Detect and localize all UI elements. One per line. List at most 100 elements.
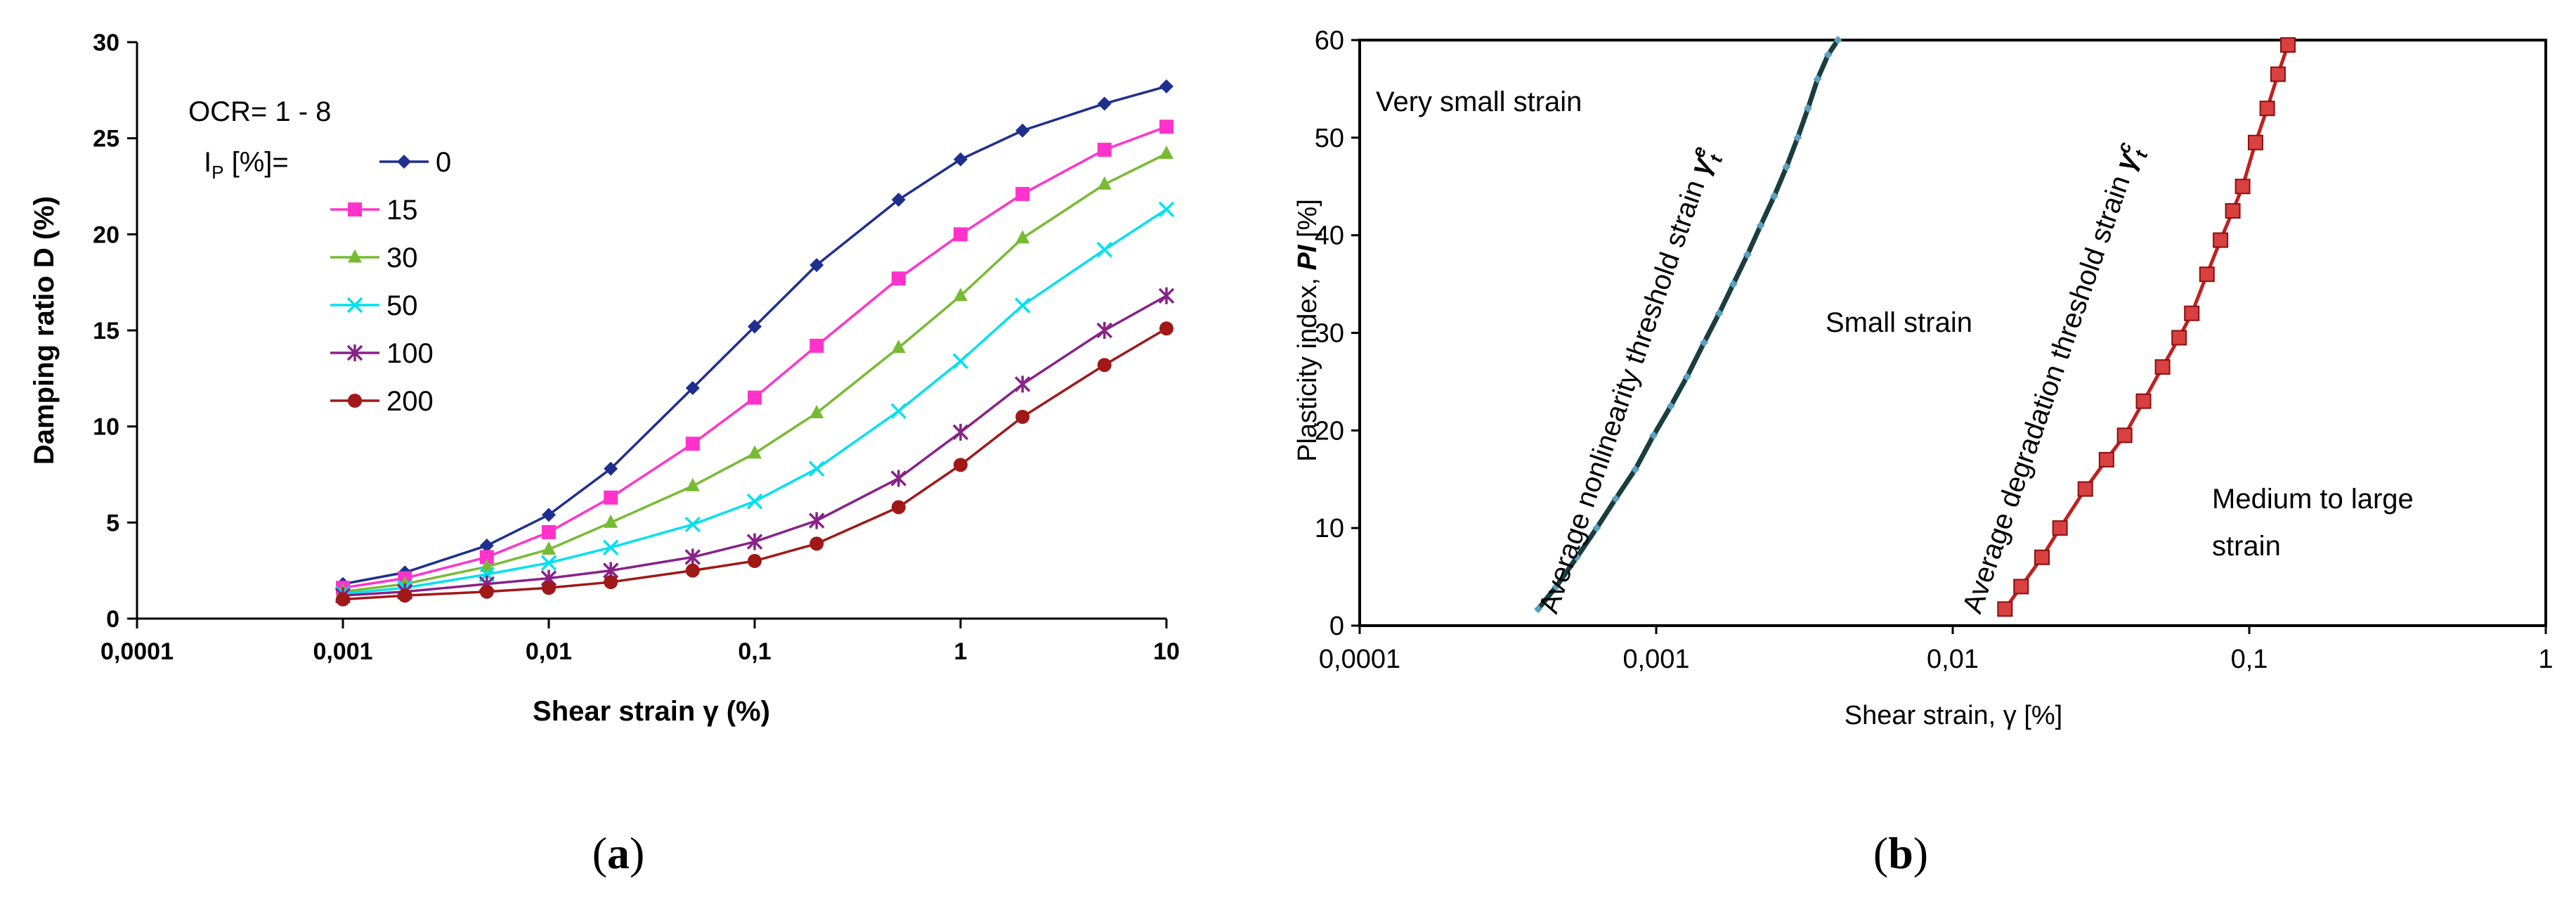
chart-a-point	[685, 381, 700, 395]
chart-b-annotation-medium-1: Medium to large	[2212, 484, 2414, 515]
chart-a-point	[748, 319, 762, 334]
chart-b-point	[1769, 192, 1778, 201]
chart-a-legend-ip: IP [%]=	[204, 147, 289, 183]
chart-a-point	[1158, 201, 1175, 218]
chart-b-y-ticks: 0 10 20 30 40 50 60	[1315, 26, 1360, 641]
chart-a-y-tick-label: 20	[93, 221, 119, 248]
chart-b-point	[1682, 372, 1691, 381]
chart-a-legend-items: 0 15 30 50 100 200	[330, 147, 451, 417]
chart-b-x-tick-label: 0,001	[1622, 645, 1689, 674]
caption-b-letter: b	[1888, 828, 1913, 878]
chart-b-point	[1631, 465, 1640, 474]
chart-a-legend-ip-letter: I	[204, 147, 212, 178]
chart-a-point	[684, 548, 701, 566]
chart-a-point	[542, 541, 556, 555]
chart-b-series	[1534, 36, 2296, 617]
chart-b-y-tick-label: 20	[1315, 416, 1344, 446]
chart-a-point	[1159, 120, 1173, 134]
chart-a-point	[952, 353, 969, 369]
chart-a-legend-ocr: OCR= 1 - 8	[188, 96, 331, 127]
chart-a-legend-ip-sub: P	[212, 162, 223, 183]
chart-b-point	[1649, 431, 1658, 440]
chart-b-point	[2034, 549, 2050, 565]
chart-b-series-line	[2003, 44, 2290, 610]
chart-a-y-tick-label: 25	[93, 126, 119, 153]
chart-a-point	[542, 525, 556, 539]
chart-a-point	[1097, 358, 1112, 373]
chart-b-y-label-part3: [%]	[1293, 199, 1322, 245]
chart-b-annotation-nonlinearity: Average nonlinearity threshold strain γe…	[1531, 143, 1728, 619]
chart-b-point	[1729, 280, 1738, 289]
chart-b-y-label-part1: Plasticity index,	[1293, 270, 1322, 461]
chart-b-point	[2116, 427, 2133, 444]
chart-b-y-label-pi: PI	[1293, 244, 1322, 270]
chart-b-point	[1666, 401, 1675, 411]
chart-b-point	[1743, 250, 1752, 259]
chart-a-legend-item: 30	[330, 243, 418, 273]
chart-a-point	[954, 152, 968, 167]
chart-a-legend-ip-rest: [%]=	[223, 147, 288, 178]
chart-a-legend-item: 0	[379, 147, 451, 178]
chart-a-point	[1159, 146, 1173, 160]
chart-a-point	[891, 340, 906, 354]
chart-b-y-tick-label: 0	[1329, 612, 1344, 641]
chart-a-legend-marker	[348, 249, 362, 263]
chart-a-point	[1158, 287, 1175, 304]
chart-a-point	[954, 288, 968, 302]
chart-a-legend-item: 200	[330, 386, 434, 417]
chart-a-point	[891, 500, 906, 515]
chart-a-x-ticks: 0,0001 0,001 0,01 0,1 1 10	[100, 619, 1180, 665]
chart-b-point	[2270, 66, 2286, 82]
chart-b-annotation-medium-2: strain	[2212, 531, 2281, 562]
chart-b-point	[2225, 202, 2241, 219]
chart-a-series-30	[336, 146, 1173, 598]
chart-a-point	[891, 193, 906, 207]
chart-a-series-line	[342, 152, 1167, 593]
chart-a-point	[748, 390, 762, 405]
chart-b-point	[2280, 37, 2296, 53]
chart-a-point	[1015, 186, 1030, 201]
chart-a-point	[685, 437, 700, 451]
chart-a-series-200	[336, 321, 1173, 607]
chart-b-point	[2013, 579, 2029, 595]
chart-b-point	[2235, 179, 2251, 195]
chart-a-point	[1014, 297, 1031, 314]
chart-a-point	[1015, 123, 1030, 138]
chart-b-point	[1997, 601, 2013, 617]
chart-b-x-tick-label: 0,0001	[1319, 645, 1400, 674]
chart-a-point	[1159, 321, 1173, 336]
chart-a-series-line	[342, 125, 1167, 589]
chart-b-point	[1813, 75, 1822, 84]
chart-a-series-0	[336, 79, 1173, 591]
caption-b: (b)	[1873, 828, 1928, 878]
chart-a-point	[809, 258, 824, 273]
chart-a-point	[1015, 230, 1030, 244]
chart-a-point	[479, 538, 494, 553]
chart-a-legend-marker	[348, 394, 362, 408]
chart-a-series-15	[336, 120, 1173, 595]
chart-a-y-tick-label: 5	[106, 510, 119, 536]
chart-a-point	[1097, 143, 1112, 157]
chart-a-point	[954, 458, 968, 472]
chart-a-legend-label: 200	[386, 386, 434, 417]
chart-b-point	[1756, 221, 1765, 230]
chart-b-point	[2154, 359, 2171, 375]
chart-b-nonlinearity-text: Average nonlinearity threshold strain	[1533, 169, 1713, 617]
chart-a-point	[952, 423, 969, 441]
chart-a-legend-label: 50	[386, 290, 418, 321]
chart-a-legend-label: 30	[386, 243, 418, 273]
chart-a-legend-marker	[348, 202, 362, 217]
chart-a-x-tick-label: 0,0001	[100, 638, 174, 665]
chart-a-point	[540, 555, 557, 571]
chart-a-point	[336, 592, 350, 607]
chart-a-y-tick-label: 30	[93, 30, 119, 56]
chart-a-point	[809, 405, 824, 419]
caption-a-letter: a	[607, 828, 630, 878]
chart-a-point	[604, 461, 618, 476]
chart-a-point	[479, 584, 494, 599]
chart-b-y-tick-label: 50	[1315, 124, 1344, 153]
chart-b-threshold-strain: 0 10 20 30 40 50 60 0,0001 0,001 0,01 0,1 1 Shear …	[1293, 26, 2554, 730]
chart-a-point	[1096, 322, 1113, 339]
chart-a-point	[890, 470, 907, 487]
